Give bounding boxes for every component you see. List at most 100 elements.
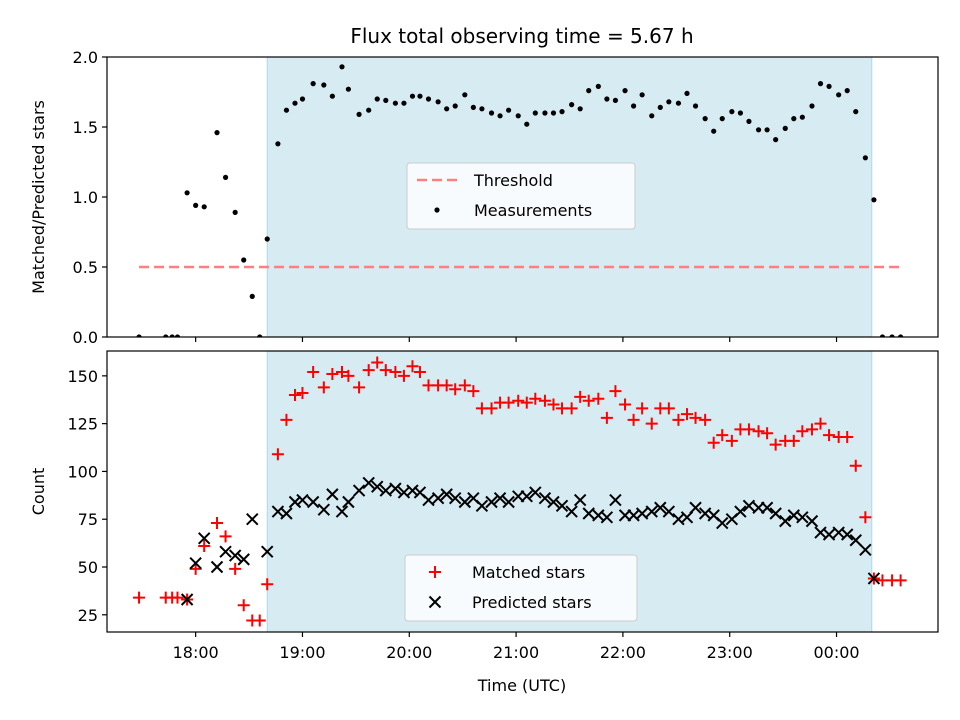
matched-star-point — [371, 356, 384, 369]
matched-star-point — [271, 448, 284, 461]
matched-star-point — [707, 436, 720, 449]
legend-measurement-swatch — [434, 207, 440, 213]
predicted-star-point — [440, 488, 453, 501]
legend: Matched stars Predicted stars — [404, 554, 638, 622]
measurement-point — [232, 209, 238, 215]
matched-star-point — [520, 396, 533, 409]
y-tick-label: 1.0 — [73, 188, 98, 207]
predicted-star-point — [288, 495, 302, 509]
measurement-point — [692, 103, 699, 109]
legend-predicted-swatch — [428, 595, 442, 609]
predicted-star-point — [565, 505, 578, 518]
x-axis-label: Time (UTC) — [477, 676, 566, 695]
matched-star-point — [574, 390, 587, 403]
measurement-point — [264, 236, 270, 242]
measurement-point — [809, 103, 815, 109]
y-axis-label: Count — [29, 468, 48, 516]
measurement-point — [862, 155, 868, 161]
measurement-point — [249, 293, 255, 299]
matched-star-point — [379, 364, 392, 377]
matched-star-point — [467, 385, 480, 398]
bottom-panel-star-counts: 18:00 19:00 20:00 21:00 22:00 23:00 00:00 25 50 7… — [29, 350, 939, 662]
matched-star-point — [841, 431, 854, 444]
measurement-point — [409, 93, 416, 99]
matched-star-point — [742, 423, 755, 436]
y-tick-label: 100 — [67, 462, 98, 481]
measurement-point — [799, 114, 805, 120]
predicted-star-point — [431, 491, 445, 505]
measurement-point — [559, 109, 565, 115]
predicted-star-point — [716, 516, 729, 530]
matched-star-point — [219, 530, 232, 543]
measurement-point — [174, 334, 181, 337]
matched-star-point — [440, 379, 453, 392]
matched-star-point — [237, 599, 250, 612]
predicted-star-point — [219, 545, 232, 558]
measurement-point — [329, 93, 335, 99]
predicted-star-point — [352, 484, 366, 497]
measurement-point — [675, 100, 682, 106]
matched-star-point — [716, 429, 729, 442]
matched-star-point — [600, 411, 613, 424]
measurement-point — [506, 107, 512, 113]
x-tick-label: 00:00 — [813, 643, 859, 662]
measurement-point — [853, 109, 859, 115]
series-predicted-stars — [180, 476, 881, 606]
predicted-star-point — [317, 503, 331, 516]
y-axis-label: Matched/Predicted stars — [29, 100, 48, 294]
predicted-star-point — [841, 528, 854, 541]
predicted-star-point — [362, 476, 375, 490]
predicted-star-point — [582, 507, 595, 520]
matched-star-point — [538, 394, 551, 407]
matched-star-point — [619, 398, 632, 411]
y-tick-label: 1.5 — [73, 118, 98, 137]
x-tick-label: 21:00 — [493, 643, 539, 662]
measurement-point — [374, 96, 380, 102]
predicted-star-point — [734, 505, 747, 518]
matched-star-point — [849, 459, 862, 472]
predicted-star-point — [859, 543, 872, 557]
predicted-star-point — [600, 511, 614, 524]
measurement-point — [604, 96, 610, 102]
measurement-point — [452, 103, 458, 109]
y-tick-label: 125 — [67, 415, 98, 434]
predicted-star-point — [609, 493, 622, 507]
measurement-point — [550, 110, 557, 116]
measurement-point — [515, 113, 521, 119]
matched-star-point — [458, 379, 471, 392]
legend: Threshold Measurements — [406, 162, 636, 230]
matched-star-point — [582, 394, 595, 407]
x-tick-label: 20:00 — [386, 643, 432, 662]
measurement-point — [773, 137, 779, 143]
measurement-point — [401, 100, 407, 106]
series-matched-stars — [133, 356, 907, 627]
measurement-point — [532, 110, 538, 116]
measurement-point — [488, 110, 495, 116]
matched-star-point — [253, 614, 266, 627]
y-tick-label: 150 — [67, 367, 98, 386]
matched-star-point — [280, 413, 293, 426]
matched-star-point — [565, 402, 578, 415]
measurement-point — [702, 116, 708, 122]
measurement-point — [791, 116, 797, 122]
measurement-point — [163, 334, 169, 337]
predicted-star-point — [502, 495, 515, 509]
y-tick-label: 0.0 — [73, 328, 98, 347]
matched-star-point — [449, 383, 462, 396]
matched-star-point — [547, 398, 560, 411]
measurement-point — [844, 88, 850, 94]
predicted-star-point — [635, 507, 649, 520]
matched-star-point — [805, 423, 818, 436]
measurement-point — [817, 81, 824, 87]
predicted-star-point — [475, 499, 489, 513]
matched-star-point — [362, 364, 375, 377]
measurement-point — [871, 197, 877, 203]
matched-star-point — [680, 408, 693, 421]
measurement-point — [184, 190, 190, 196]
matched-star-point — [592, 392, 605, 405]
x-tick-label: 23:00 — [707, 643, 753, 662]
matched-star-point — [672, 413, 685, 426]
matched-star-point — [389, 366, 402, 379]
measurement-point — [257, 334, 263, 337]
